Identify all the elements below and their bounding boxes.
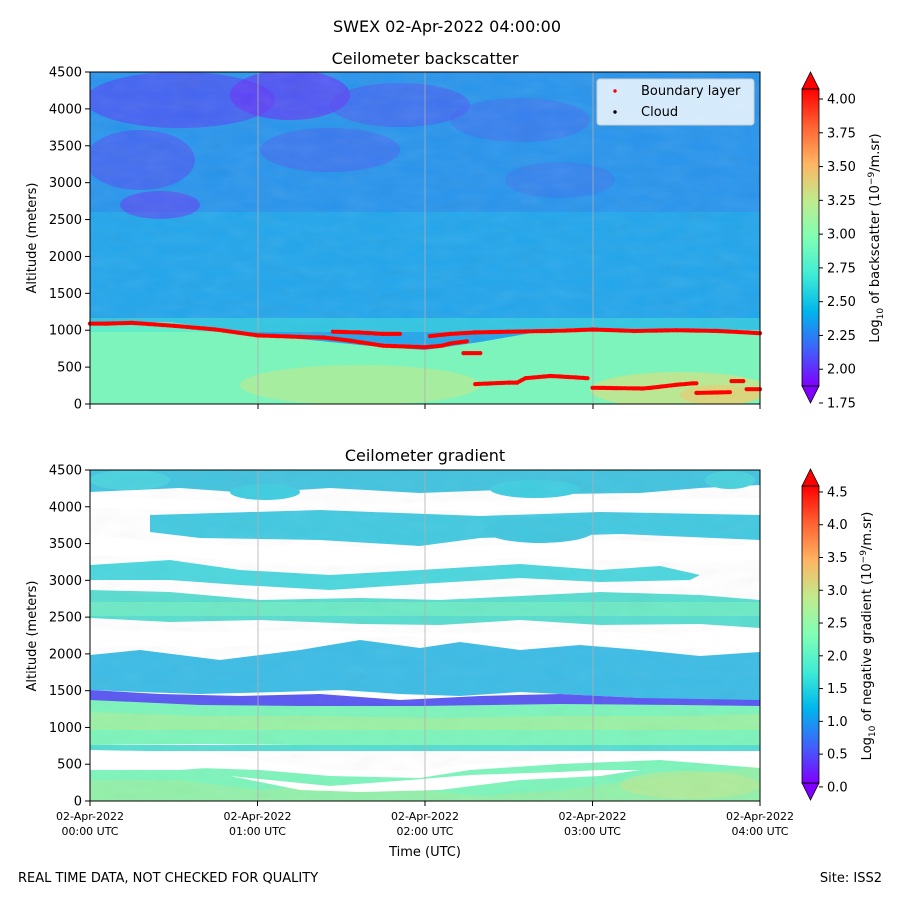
- gradient-xtick-time: 00:00 UTC: [61, 825, 118, 838]
- gradient-xtick-date: 02-Apr-2022: [56, 810, 124, 823]
- gradient-colorbar-tick-label: 3.0: [827, 584, 848, 599]
- gradient-x-axis: 02-Apr-2022 00:00 UTC 02-Apr-2022 01:00 UTC…: [56, 801, 794, 838]
- backscatter-colorbar-tick-label: 2.75: [827, 261, 856, 276]
- backscatter-colorbar-tick-label: 3.50: [827, 160, 856, 175]
- gradient-panel: Ceilometer gradient: [25, 446, 878, 860]
- boundary-layer-point: [397, 331, 402, 336]
- backscatter-ytick-label: 3000: [49, 176, 82, 191]
- boundary-layer-point: [727, 390, 733, 395]
- backscatter-ytick-label: 1000: [49, 324, 82, 339]
- footer-site: Site: ISS2: [820, 871, 882, 886]
- boundary-layer-point: [478, 351, 483, 356]
- backscatter-colorbar-tick-label: 4.00: [827, 93, 856, 108]
- gradient-ytick-label: 3500: [49, 537, 82, 552]
- gradient-grid: [257, 470, 594, 801]
- backscatter-colorbar-tick-label: 3.75: [827, 126, 856, 141]
- gradient-xtick-time: 01:00 UTC: [229, 825, 286, 838]
- gradient-xtick-date: 02-Apr-2022: [391, 810, 459, 823]
- gradient-xtick-date: 02-Apr-2022: [558, 810, 626, 823]
- gradient-colorbar-extend-min: [801, 782, 820, 801]
- backscatter-colorbar-gradient: [802, 89, 819, 386]
- backscatter-ytick-label: 4000: [49, 102, 82, 117]
- backscatter-x-ticks: [89, 404, 761, 409]
- gradient-colorbar-tick-label: 2.5: [827, 617, 848, 632]
- gradient-colorbar-tick-label: 4.5: [827, 485, 848, 500]
- gradient-xtick-time: 04:00 UTC: [731, 825, 788, 838]
- gradient-xtick-time: 03:00 UTC: [564, 825, 621, 838]
- backscatter-ytick-label: 4500: [49, 66, 82, 81]
- footer-quality-note: REAL TIME DATA, NOT CHECKED FOR QUALITY: [18, 871, 318, 886]
- boundary-layer-point: [464, 339, 469, 344]
- gradient-colorbar-extend-max: [801, 468, 820, 487]
- backscatter-colorbar-tick-label: 2.50: [827, 295, 856, 310]
- backscatter-ytick-label: 500: [57, 361, 82, 376]
- legend-boundary-layer: Boundary layer: [641, 84, 741, 99]
- gradient-xtick-date: 02-Apr-2022: [223, 810, 291, 823]
- gradient-colorbar-tick-label: 0.0: [827, 780, 848, 795]
- backscatter-colorbar-tick-label: 1.75: [827, 397, 856, 412]
- gradient-xtick-date: 02-Apr-2022: [726, 810, 794, 823]
- legend: Boundary layer Cloud: [596, 78, 755, 126]
- gradient-colorbar-tick-label: 0.5: [827, 748, 848, 763]
- backscatter-colorbar-extend-max: [801, 71, 820, 90]
- backscatter-y-axis: 0 500 1000 1500 2000 2500 3000 3500 4000 4500: [49, 66, 90, 413]
- gradient-ytick-label: 4000: [49, 500, 82, 515]
- gradient-colorbar-tick-label: 3.5: [827, 551, 848, 566]
- backscatter-colorbar-tick-label: 3.00: [827, 228, 856, 243]
- gradient-colorbar: 0.0 0.5 1.0 1.5 2.0 2.5 3.0 3.5 4.0 4.5 Log10 of …: [801, 468, 878, 801]
- boundary-layer-point: [741, 379, 746, 384]
- backscatter-colorbar: 1.75 2.00 2.25 2.50 2.75 3.00 3.25 3.50 3.75 4.00…: [801, 71, 886, 412]
- gradient-colorbar-gradient: [802, 486, 819, 783]
- gradient-colorbar-tick-label: 1.0: [827, 715, 848, 730]
- gradient-colorbar-label: Log10 of negative gradient (10−9/m.sr): [859, 512, 878, 761]
- backscatter-colorbar-tick-label: 2.25: [827, 329, 856, 344]
- gradient-ytick-label: 2500: [49, 611, 82, 626]
- gradient-xlabel: Time (UTC): [388, 845, 461, 860]
- gradient-colorbar-tick-label: 4.0: [827, 518, 848, 533]
- backscatter-ytick-label: 3500: [49, 139, 82, 154]
- gradient-colorbar-tick-label: 1.5: [827, 682, 848, 697]
- backscatter-colorbar-label: Log10 of backscatter (10−9/m.sr): [867, 133, 886, 342]
- backscatter-colorbar-extend-min: [801, 385, 820, 404]
- gradient-ytick-label: 1000: [49, 721, 82, 736]
- backscatter-colorbar-tick-label: 3.25: [827, 194, 856, 209]
- boundary-layer-series: [87, 320, 763, 395]
- backscatter-ylabel: Altitude (meters): [25, 183, 40, 294]
- backscatter-ytick-label: 2000: [49, 250, 82, 265]
- gradient-xtick-time: 02:00 UTC: [396, 825, 453, 838]
- backscatter-ytick-label: 0: [74, 398, 82, 413]
- gradient-title: Ceilometer gradient: [345, 446, 505, 465]
- boundary-layer-point: [694, 381, 699, 386]
- legend-cloud: Cloud: [641, 105, 678, 120]
- gradient-y-axis: 0 500 1000 1500 2000 2500 3000 3500 4000 4500: [49, 464, 90, 810]
- legend-marker-cloud: [613, 110, 617, 114]
- gradient-ytick-label: 1500: [49, 684, 82, 699]
- backscatter-ytick-label: 1500: [49, 287, 82, 302]
- backscatter-ytick-label: 2500: [49, 213, 82, 228]
- backscatter-title: Ceilometer backscatter: [332, 49, 519, 68]
- gradient-ytick-label: 500: [57, 758, 82, 773]
- suptitle: SWEX 02-Apr-2022 04:00:00: [333, 17, 561, 36]
- gradient-ytick-label: 4500: [49, 464, 82, 479]
- gradient-colorbar-tick-label: 2.0: [827, 649, 848, 664]
- gradient-ytick-label: 3000: [49, 574, 82, 589]
- legend-marker-boundary-layer: [613, 89, 617, 93]
- gradient-ylabel: Altitude (meters): [25, 581, 40, 692]
- gradient-ytick-label: 0: [74, 795, 82, 810]
- gradient-ytick-label: 2000: [49, 647, 82, 662]
- boundary-layer-point: [585, 376, 590, 381]
- backscatter-colorbar-tick-label: 2.00: [827, 363, 856, 378]
